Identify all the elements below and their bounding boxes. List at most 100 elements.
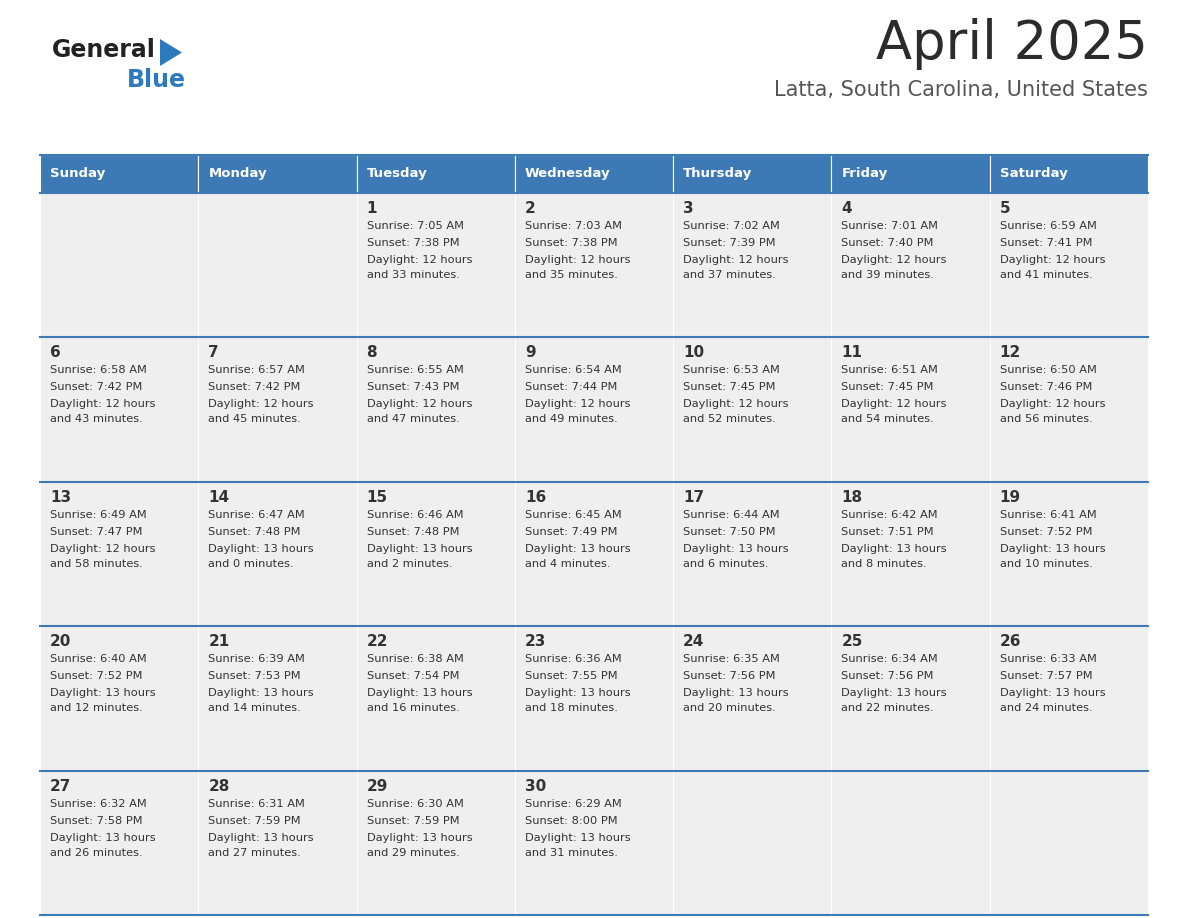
- Text: Daylight: 13 hours: Daylight: 13 hours: [525, 543, 631, 554]
- Text: and 29 minutes.: and 29 minutes.: [367, 847, 460, 857]
- Bar: [832, 155, 990, 193]
- Text: Sunrise: 6:33 AM: Sunrise: 6:33 AM: [1000, 655, 1097, 665]
- Text: Monday: Monday: [208, 167, 267, 181]
- Text: and 14 minutes.: and 14 minutes.: [208, 703, 301, 713]
- Text: Daylight: 12 hours: Daylight: 12 hours: [841, 255, 947, 265]
- Text: Sunset: 7:41 PM: Sunset: 7:41 PM: [1000, 238, 1092, 248]
- Text: 30: 30: [525, 778, 546, 793]
- Text: and 41 minutes.: and 41 minutes.: [1000, 270, 1093, 280]
- Text: 27: 27: [50, 778, 71, 793]
- Bar: [832, 482, 990, 626]
- Text: and 8 minutes.: and 8 minutes.: [841, 559, 927, 569]
- Text: 13: 13: [50, 490, 71, 505]
- Text: Daylight: 12 hours: Daylight: 12 hours: [683, 399, 789, 409]
- Text: Daylight: 13 hours: Daylight: 13 hours: [208, 688, 314, 699]
- Bar: [198, 338, 356, 482]
- Bar: [514, 482, 674, 626]
- Text: Sunrise: 6:38 AM: Sunrise: 6:38 AM: [367, 655, 463, 665]
- Text: 28: 28: [208, 778, 229, 793]
- Text: Sunrise: 6:31 AM: Sunrise: 6:31 AM: [208, 799, 305, 809]
- Text: Sunrise: 6:55 AM: Sunrise: 6:55 AM: [367, 365, 463, 375]
- Text: Sunrise: 6:36 AM: Sunrise: 6:36 AM: [525, 655, 621, 665]
- Text: Sunrise: 6:58 AM: Sunrise: 6:58 AM: [50, 365, 147, 375]
- Text: 2: 2: [525, 201, 536, 216]
- Text: 24: 24: [683, 634, 704, 649]
- Bar: [674, 770, 832, 915]
- Text: Sunset: 7:54 PM: Sunset: 7:54 PM: [367, 671, 459, 681]
- Text: Sunrise: 6:32 AM: Sunrise: 6:32 AM: [50, 799, 147, 809]
- Text: Daylight: 13 hours: Daylight: 13 hours: [1000, 688, 1105, 699]
- Bar: [198, 193, 356, 338]
- Bar: [674, 338, 832, 482]
- Bar: [990, 482, 1148, 626]
- Text: and 35 minutes.: and 35 minutes.: [525, 270, 618, 280]
- Bar: [198, 770, 356, 915]
- Bar: [674, 155, 832, 193]
- Text: and 56 minutes.: and 56 minutes.: [1000, 414, 1093, 424]
- Text: and 52 minutes.: and 52 minutes.: [683, 414, 776, 424]
- Text: Daylight: 12 hours: Daylight: 12 hours: [50, 399, 156, 409]
- Text: Tuesday: Tuesday: [367, 167, 428, 181]
- Text: Sunset: 7:39 PM: Sunset: 7:39 PM: [683, 238, 776, 248]
- Text: Sunset: 8:00 PM: Sunset: 8:00 PM: [525, 815, 618, 825]
- Bar: [832, 338, 990, 482]
- Text: Sunrise: 6:46 AM: Sunrise: 6:46 AM: [367, 509, 463, 520]
- Text: Sunset: 7:56 PM: Sunset: 7:56 PM: [683, 671, 776, 681]
- Bar: [40, 155, 198, 193]
- Text: Sunrise: 6:39 AM: Sunrise: 6:39 AM: [208, 655, 305, 665]
- Text: Daylight: 12 hours: Daylight: 12 hours: [208, 399, 314, 409]
- Text: Sunset: 7:38 PM: Sunset: 7:38 PM: [367, 238, 460, 248]
- Text: 4: 4: [841, 201, 852, 216]
- Text: Daylight: 13 hours: Daylight: 13 hours: [841, 543, 947, 554]
- Text: and 4 minutes.: and 4 minutes.: [525, 559, 611, 569]
- Text: Sunset: 7:50 PM: Sunset: 7:50 PM: [683, 527, 776, 537]
- Text: Daylight: 12 hours: Daylight: 12 hours: [50, 543, 156, 554]
- Text: 18: 18: [841, 490, 862, 505]
- Text: Daylight: 12 hours: Daylight: 12 hours: [525, 399, 631, 409]
- Text: Friday: Friday: [841, 167, 887, 181]
- Text: Sunset: 7:46 PM: Sunset: 7:46 PM: [1000, 383, 1092, 392]
- Text: Sunset: 7:59 PM: Sunset: 7:59 PM: [208, 815, 301, 825]
- Text: 11: 11: [841, 345, 862, 361]
- Text: 12: 12: [1000, 345, 1020, 361]
- Text: 14: 14: [208, 490, 229, 505]
- Text: 15: 15: [367, 490, 387, 505]
- Bar: [990, 193, 1148, 338]
- Bar: [674, 482, 832, 626]
- Text: and 24 minutes.: and 24 minutes.: [1000, 703, 1092, 713]
- Text: and 49 minutes.: and 49 minutes.: [525, 414, 618, 424]
- Text: Sunrise: 6:30 AM: Sunrise: 6:30 AM: [367, 799, 463, 809]
- Text: Sunrise: 7:02 AM: Sunrise: 7:02 AM: [683, 221, 781, 231]
- Text: Sunset: 7:55 PM: Sunset: 7:55 PM: [525, 671, 618, 681]
- Bar: [40, 193, 198, 338]
- Text: Sunday: Sunday: [50, 167, 106, 181]
- Text: and 45 minutes.: and 45 minutes.: [208, 414, 301, 424]
- Text: General: General: [52, 38, 156, 62]
- Text: Daylight: 12 hours: Daylight: 12 hours: [841, 399, 947, 409]
- Bar: [356, 482, 514, 626]
- Text: 17: 17: [683, 490, 704, 505]
- Text: Sunset: 7:58 PM: Sunset: 7:58 PM: [50, 815, 143, 825]
- Bar: [356, 155, 514, 193]
- Text: Daylight: 13 hours: Daylight: 13 hours: [208, 543, 314, 554]
- Text: Daylight: 13 hours: Daylight: 13 hours: [841, 688, 947, 699]
- Text: and 31 minutes.: and 31 minutes.: [525, 847, 618, 857]
- Text: Daylight: 13 hours: Daylight: 13 hours: [367, 688, 472, 699]
- Text: Sunrise: 7:05 AM: Sunrise: 7:05 AM: [367, 221, 463, 231]
- Text: Sunset: 7:51 PM: Sunset: 7:51 PM: [841, 527, 934, 537]
- Text: Sunset: 7:40 PM: Sunset: 7:40 PM: [841, 238, 934, 248]
- Text: 1: 1: [367, 201, 377, 216]
- Text: Sunrise: 6:34 AM: Sunrise: 6:34 AM: [841, 655, 939, 665]
- Bar: [40, 482, 198, 626]
- Text: Daylight: 13 hours: Daylight: 13 hours: [367, 543, 472, 554]
- Bar: [514, 193, 674, 338]
- Text: Sunset: 7:43 PM: Sunset: 7:43 PM: [367, 383, 459, 392]
- Bar: [832, 770, 990, 915]
- Text: Sunset: 7:38 PM: Sunset: 7:38 PM: [525, 238, 618, 248]
- Text: 8: 8: [367, 345, 378, 361]
- Text: Sunrise: 6:35 AM: Sunrise: 6:35 AM: [683, 655, 781, 665]
- Bar: [356, 193, 514, 338]
- Text: Daylight: 13 hours: Daylight: 13 hours: [683, 688, 789, 699]
- Bar: [356, 770, 514, 915]
- Text: and 39 minutes.: and 39 minutes.: [841, 270, 934, 280]
